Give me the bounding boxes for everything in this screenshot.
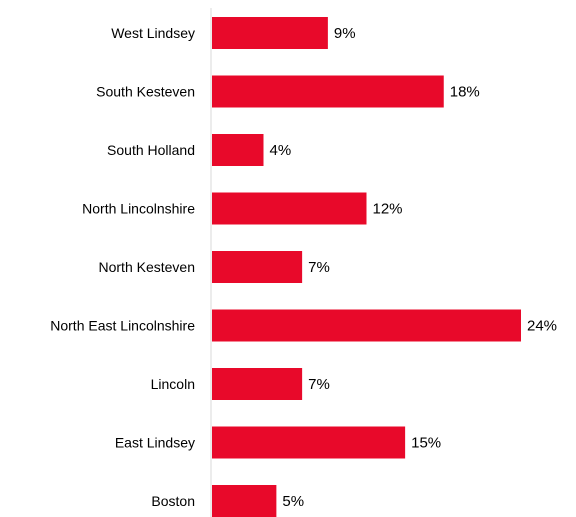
bar	[212, 17, 328, 49]
bar	[212, 426, 406, 459]
bar	[212, 192, 367, 225]
category-label: North East Lincolnshire	[50, 318, 195, 334]
data-label: 15%	[411, 435, 441, 452]
data-label: 4%	[270, 142, 292, 159]
bar	[212, 75, 444, 108]
category-label: Boston	[151, 493, 195, 509]
bar	[212, 251, 303, 283]
category-label: South Holland	[107, 142, 195, 158]
bars-group	[212, 17, 521, 517]
category-label: East Lindsey	[115, 435, 195, 451]
data-label: 7%	[308, 376, 330, 393]
category-label: Lincoln	[151, 376, 195, 392]
category-label: South Kesteven	[96, 84, 195, 100]
data-label: 12%	[373, 201, 403, 218]
bar	[212, 368, 303, 400]
category-label: West Lindsey	[111, 25, 195, 41]
data-label: 18%	[450, 84, 480, 101]
data-label: 9%	[334, 25, 356, 42]
bar	[212, 134, 264, 166]
category-labels-group: West Lindsey South Kesteven South Holland N…	[50, 25, 195, 509]
bar	[212, 309, 521, 342]
data-label: 7%	[308, 259, 330, 276]
data-label: 5%	[282, 493, 304, 510]
value-labels-group: 9% 18% 4% 12% 7% 24% 7% 15% 5%	[270, 25, 558, 510]
category-label: North Lincolnshire	[82, 201, 195, 217]
data-label: 24%	[527, 318, 557, 335]
bar	[212, 485, 277, 517]
category-label: North Kesteven	[99, 259, 196, 275]
